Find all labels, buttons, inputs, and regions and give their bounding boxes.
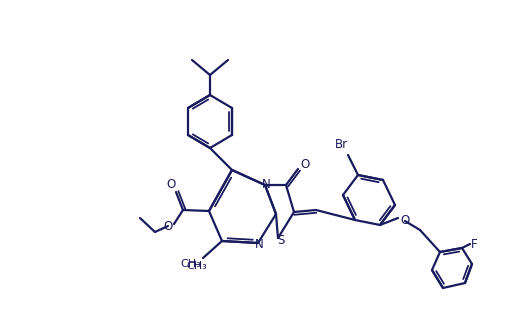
Text: O: O [400, 214, 410, 227]
Text: O: O [300, 157, 310, 171]
Text: CH₃: CH₃ [181, 259, 202, 269]
Text: O: O [163, 219, 172, 233]
Text: O: O [166, 179, 176, 191]
Text: S: S [277, 234, 285, 247]
Text: N: N [255, 239, 263, 251]
Text: N: N [262, 178, 270, 190]
Text: Br: Br [335, 139, 348, 151]
Text: CH₃: CH₃ [186, 261, 207, 271]
Text: F: F [471, 239, 477, 251]
